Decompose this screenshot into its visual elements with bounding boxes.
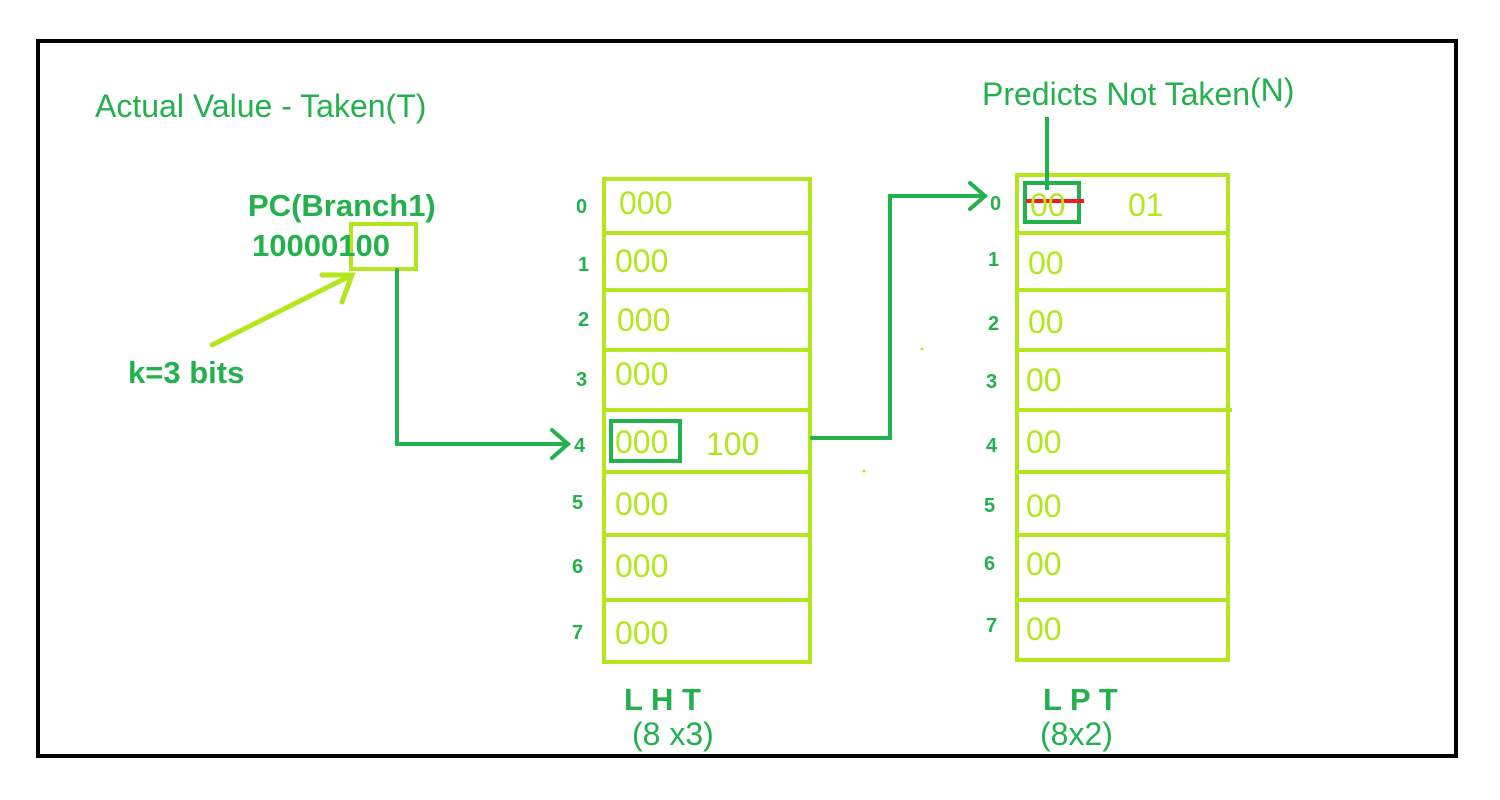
diagram-frame xyxy=(36,39,1458,758)
lht-cell-value: 000 xyxy=(615,615,669,651)
lht-index: 0 xyxy=(576,196,588,218)
lpt-cell-value: 00 xyxy=(1028,304,1064,340)
lpt-index: 0 xyxy=(990,193,1002,215)
lpt-cell-value: 00 xyxy=(1026,362,1062,398)
lht-to-lpt-arrow xyxy=(810,181,989,440)
lht-index: 6 xyxy=(572,556,584,578)
lpt-index: 2 xyxy=(988,313,1000,335)
lht-cell-value: 000 xyxy=(615,548,669,584)
actual-value-label: Actual Value - Taken(T) xyxy=(95,88,427,124)
lht-size: (8 x3) xyxy=(632,716,714,752)
prediction-suffix: (N) xyxy=(1249,72,1295,108)
lpt-index: 4 xyxy=(986,435,998,457)
lht-row4-highlight xyxy=(609,419,682,463)
lpt-index: 1 xyxy=(988,249,1000,271)
lht-index: 7 xyxy=(572,622,584,644)
lpt-cell-value: 00 xyxy=(1026,424,1062,460)
lpt-cell-updated-value: 01 xyxy=(1128,187,1164,223)
lpt-cell-value: 00 xyxy=(1026,611,1062,647)
stray-dot xyxy=(862,469,866,473)
pc-to-lht-arrow xyxy=(395,268,572,460)
lpt-table-outline xyxy=(1015,173,1232,662)
pc-prefix: 10000 xyxy=(252,228,339,263)
lpt-cell-value: 00 xyxy=(1026,488,1062,524)
lht-table-outline xyxy=(602,177,812,664)
lht-cell-value: 000 xyxy=(619,185,673,221)
lht-cell-updated-value: 100 xyxy=(706,426,760,462)
k-bits-label: k=3 bits xyxy=(128,355,245,390)
lpt-size: (8x2) xyxy=(1040,716,1113,752)
stray-dot xyxy=(920,347,924,351)
lht-index: 2 xyxy=(578,309,590,331)
lht-name: L H T xyxy=(624,682,701,717)
lht-index: 5 xyxy=(572,492,584,514)
lpt-index: 7 xyxy=(986,615,998,637)
lht-index: 3 xyxy=(576,369,588,391)
k-bits-arrow xyxy=(209,272,356,348)
lpt-cell-value: 00 xyxy=(1028,245,1064,281)
lpt-cell-value: 00 xyxy=(1026,546,1062,582)
lht-index: 1 xyxy=(578,254,590,276)
pc-address: 10000100 xyxy=(252,230,390,261)
pc-index-bits: 100 xyxy=(338,228,390,263)
lpt-index: 3 xyxy=(986,371,998,393)
lht-cell-value: 000 xyxy=(617,302,671,338)
lpt-cell-value: 00 xyxy=(1030,187,1066,223)
prediction-text: Predicts Not Taken xyxy=(982,76,1250,112)
lht-cell-value: 000 xyxy=(615,424,669,460)
lpt-index: 6 xyxy=(984,553,996,575)
prediction-label: Predicts Not Taken(N) xyxy=(982,74,1294,112)
lht-index: 4 xyxy=(574,435,586,457)
pc-index-highlight xyxy=(349,222,418,271)
lht-cell-value: 000 xyxy=(615,356,669,392)
pc-label: PC(Branch1) xyxy=(248,188,436,223)
lpt-name: L P T xyxy=(1043,682,1118,717)
lht-cell-value: 000 xyxy=(615,486,669,522)
lht-cell-value: 000 xyxy=(615,243,669,279)
lpt-index: 5 xyxy=(984,495,996,517)
